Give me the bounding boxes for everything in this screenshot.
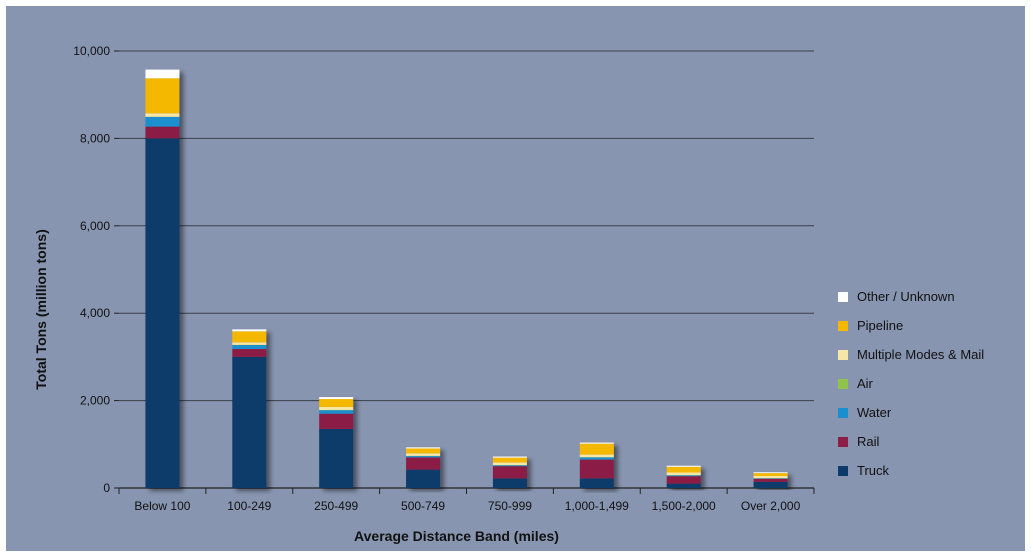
x-tick-label: 1,000-1,499	[565, 499, 629, 513]
bar-segment	[145, 69, 180, 79]
stacked-bar-chart: 0 2,000 4,000 6,000 8,000 10,000 Below 100 100…	[33, 44, 984, 544]
x-tick-label: 100-249	[227, 499, 271, 513]
bar-segment	[753, 473, 788, 476]
bar-segment	[492, 456, 527, 458]
bar-segment	[579, 454, 614, 458]
bar-segment	[492, 462, 527, 466]
legend-label: Other / Unknown	[857, 289, 955, 304]
bar-segment	[666, 475, 701, 477]
x-tick-label: 500-749	[401, 499, 445, 513]
bar-segment	[406, 448, 441, 454]
bar-stack	[753, 472, 788, 488]
bar-segment	[579, 478, 614, 488]
bar-segment	[666, 483, 701, 488]
bar-segment	[232, 331, 267, 343]
bar-segment	[145, 116, 180, 127]
bar-segment	[492, 465, 527, 467]
legend-label: Truck	[857, 463, 890, 478]
bar-segment	[145, 113, 180, 117]
bar-segment	[406, 453, 441, 456]
x-tick-label: Below 100	[134, 499, 190, 513]
bar-stack	[232, 329, 267, 488]
legend-swatch	[838, 321, 848, 331]
bar-segment	[492, 478, 527, 488]
bar-segment	[145, 78, 180, 114]
bar-segment	[145, 138, 180, 488]
legend-swatch	[838, 292, 848, 302]
legend-swatch	[838, 350, 848, 360]
legend-swatch	[838, 437, 848, 447]
bar-segment	[232, 329, 267, 332]
x-axis-label: Average Distance Band (miles)	[354, 528, 559, 544]
legend-label: Pipeline	[857, 318, 903, 333]
legend-label: Water	[857, 405, 892, 420]
legend: Other / Unknown Pipeline Multiple Modes & …	[838, 289, 984, 478]
x-axis-ticks: Below 100 100-249 250-499 500-749 750-999 1,0…	[118, 488, 815, 513]
y-tick-label: 10,000	[73, 44, 110, 58]
bar-segment	[666, 465, 701, 467]
bar-segment	[232, 356, 267, 488]
legend-label: Multiple Modes & Mail	[857, 347, 984, 362]
bar-segment	[232, 345, 267, 350]
legend-swatch	[838, 466, 848, 476]
bar-segment	[232, 342, 267, 345]
bar-segment	[319, 399, 354, 407]
y-tick-label: 0	[103, 481, 110, 495]
bar-segment	[753, 475, 788, 479]
y-axis-label: Total Tons (million tons)	[33, 229, 49, 389]
bar-segment	[753, 481, 788, 488]
bar-segment	[406, 457, 441, 470]
bar-segment	[666, 476, 701, 484]
bar-segment	[406, 447, 441, 449]
bar-segment	[406, 469, 441, 488]
y-tick-label: 6,000	[80, 219, 110, 233]
bar-segment	[579, 442, 614, 444]
bar-stack	[145, 69, 180, 488]
bar-segment	[666, 466, 701, 473]
bar-segment	[579, 443, 614, 455]
bar-segment	[492, 457, 527, 463]
bar-segment	[666, 472, 701, 476]
legend-swatch	[838, 408, 848, 418]
bar-segment	[579, 459, 614, 479]
bar-segment	[319, 413, 354, 430]
legend-swatch	[838, 379, 848, 389]
y-tick-label: 2,000	[80, 394, 110, 408]
x-tick-label: 250-499	[314, 499, 358, 513]
bar-segment	[579, 457, 614, 460]
bar-stack	[406, 447, 441, 488]
bar-segment	[319, 406, 354, 410]
legend-label: Air	[857, 376, 874, 391]
gridlines	[119, 50, 814, 489]
bar-segment	[319, 429, 354, 488]
bars	[145, 69, 788, 488]
y-axis-ticks: 0 2,000 4,000 6,000 8,000 10,000	[73, 44, 119, 495]
legend-label: Rail	[857, 434, 880, 449]
x-tick-label: 750-999	[488, 499, 532, 513]
x-tick-label: Over 2,000	[741, 499, 801, 513]
y-tick-label: 4,000	[80, 306, 110, 320]
chart-background: 0 2,000 4,000 6,000 8,000 10,000 Below 100 100…	[6, 6, 1025, 551]
bar-stack	[666, 465, 701, 488]
bar-stack	[579, 442, 614, 488]
x-tick-label: 1,500-2,000	[652, 499, 716, 513]
bar-segment	[232, 349, 267, 357]
bar-segment	[319, 397, 354, 400]
bar-stack	[492, 456, 527, 488]
bar-segment	[319, 410, 354, 414]
bar-segment	[753, 472, 788, 474]
bar-segment	[145, 126, 180, 139]
bar-segment	[492, 466, 527, 479]
bar-stack	[319, 397, 354, 488]
y-tick-label: 8,000	[80, 131, 110, 145]
bar-segment	[753, 478, 788, 482]
bar-segment	[406, 456, 441, 458]
